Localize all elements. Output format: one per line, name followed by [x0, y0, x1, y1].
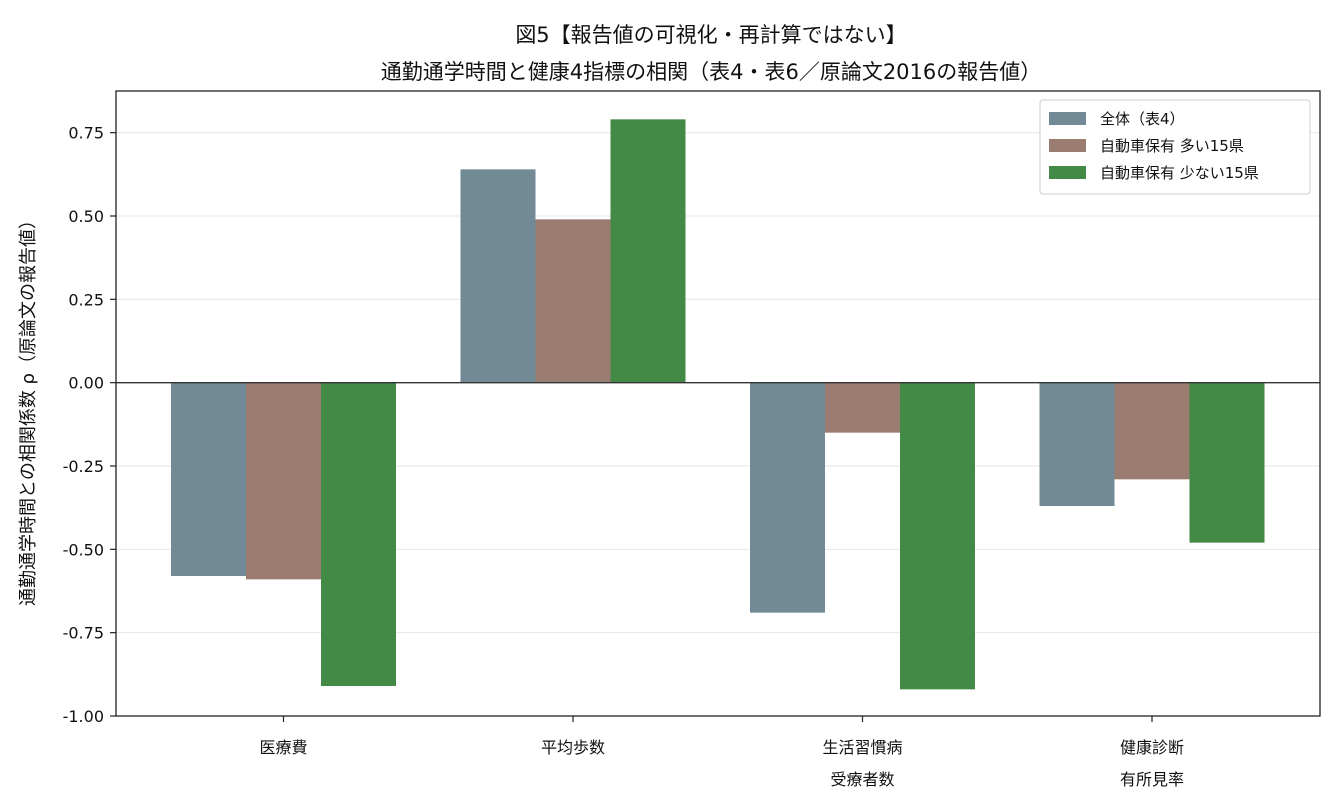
y-tick-label: -0.25	[63, 457, 104, 476]
x-tick-label: 平均歩数	[541, 738, 605, 757]
bar	[750, 382, 825, 613]
y-tick-label: -0.50	[63, 540, 104, 559]
chart-title-line-1: 図5【報告値の可視化・再計算ではない】	[515, 23, 906, 47]
bar	[535, 219, 611, 383]
y-axis: -1.00 -0.75 -0.50 -0.25 0.00 0.25 0.50 0.75	[63, 124, 116, 726]
bar	[825, 382, 900, 433]
y-tick-label: -0.75	[63, 624, 104, 643]
y-tick-label: 0.75	[68, 124, 104, 143]
bar	[246, 382, 321, 580]
chart-title: 図5【報告値の可視化・再計算ではない】 通勤通学時間と健康4指標の相関（表4・表…	[381, 23, 1042, 84]
x-tick-label: 医療費	[259, 738, 307, 757]
legend-swatch	[1049, 112, 1086, 125]
y-tick-label: 0.00	[68, 374, 104, 393]
legend-swatch	[1049, 139, 1086, 152]
legend-label: 自動車保有 多い15県	[1100, 137, 1244, 155]
y-tick-label: -1.00	[63, 707, 104, 726]
bar	[1189, 382, 1265, 543]
x-tick-label: 生活習慣病	[822, 738, 902, 757]
legend-swatch	[1049, 166, 1086, 179]
bar	[321, 382, 396, 686]
legend-label: 全体（表4）	[1100, 110, 1185, 128]
legend-box	[1039, 99, 1311, 195]
x-tick-label: 受療者数	[830, 770, 894, 789]
y-axis-label: 通勤通学時間との相関係数 ρ（原論文の報告値）	[18, 211, 39, 606]
plot-frame	[115, 90, 1321, 717]
bar	[460, 169, 536, 383]
y-tick-label: 0.25	[68, 290, 104, 309]
bar	[171, 382, 246, 576]
x-tick-label: 健康診断	[1120, 738, 1184, 757]
y-tick-label: 0.50	[68, 207, 104, 226]
chart-title-line-2: 通勤通学時間と健康4指標の相関（表4・表6／原論文2016の報告値）	[381, 60, 1042, 84]
legend-label: 自動車保有 少ない15県	[1100, 164, 1259, 182]
bar	[900, 382, 975, 690]
bars	[171, 119, 1265, 690]
bar	[1114, 382, 1190, 480]
bar	[1039, 382, 1115, 506]
x-tick-label: 有所見率	[1120, 770, 1184, 789]
bar	[610, 119, 686, 383]
